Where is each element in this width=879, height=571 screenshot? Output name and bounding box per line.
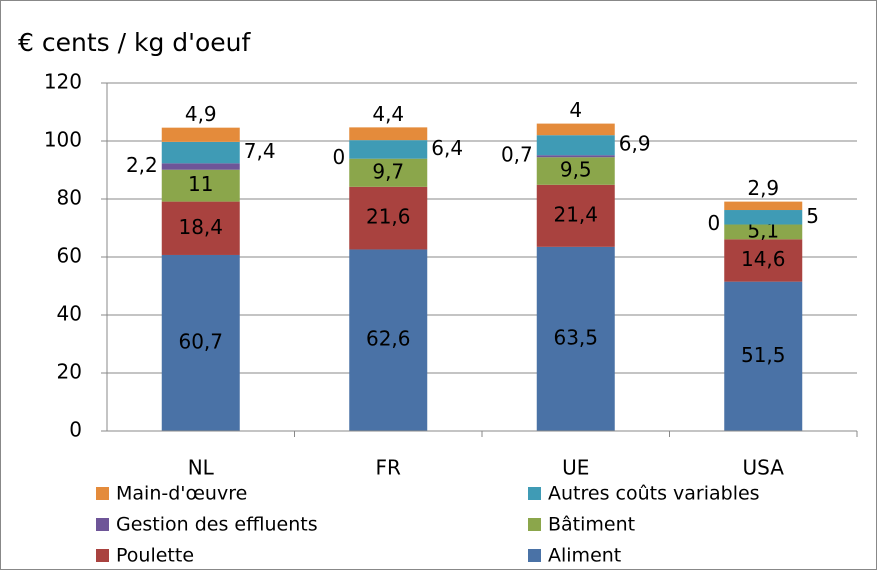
bar-segment bbox=[724, 281, 803, 431]
bar-segment bbox=[536, 157, 615, 185]
data-label: 14,6 bbox=[741, 247, 786, 271]
legend-label: Aliment bbox=[548, 545, 621, 567]
data-label: 0 bbox=[333, 145, 346, 169]
y-tick-label: 80 bbox=[57, 186, 82, 210]
x-tick-label: USA bbox=[743, 456, 785, 480]
data-label: 21,6 bbox=[366, 205, 411, 229]
chart-title: € cents / kg d'oeuf bbox=[18, 28, 252, 57]
data-label: 7,4 bbox=[244, 139, 276, 163]
legend-label: Poulette bbox=[116, 545, 194, 567]
legend-swatch bbox=[96, 518, 109, 531]
y-tick-label: 100 bbox=[44, 128, 82, 152]
y-tick-label: 20 bbox=[57, 360, 82, 384]
bar-segment bbox=[536, 155, 615, 158]
legend-swatch bbox=[528, 487, 541, 500]
legend-label: Autres coûts variables bbox=[548, 483, 760, 505]
bar-segment bbox=[536, 135, 615, 156]
bar-segment bbox=[536, 123, 615, 136]
bar-segment bbox=[161, 127, 240, 142]
y-tick-label: 120 bbox=[44, 70, 82, 94]
legend-label: Bâtiment bbox=[548, 514, 635, 536]
bar-segment bbox=[161, 169, 240, 202]
bar-segment bbox=[161, 254, 240, 431]
data-label: 4 bbox=[569, 98, 582, 122]
legend-swatch bbox=[528, 518, 541, 531]
data-label: 0 bbox=[708, 211, 721, 235]
data-label: 6,4 bbox=[431, 136, 463, 160]
x-tick-label: UE bbox=[562, 456, 589, 480]
data-label: 5 bbox=[806, 204, 819, 228]
data-label: 4,4 bbox=[372, 102, 404, 126]
y-tick-label: 0 bbox=[69, 418, 82, 442]
x-tick-label: FR bbox=[376, 456, 402, 480]
data-label: 6,9 bbox=[619, 132, 651, 156]
bar-segment bbox=[349, 249, 428, 431]
bar-segment bbox=[349, 140, 428, 159]
data-label: 4,9 bbox=[185, 102, 217, 126]
data-label: 60,7 bbox=[178, 329, 223, 353]
data-label: 63,5 bbox=[553, 325, 598, 349]
data-label: 2,9 bbox=[747, 176, 779, 200]
legend-label: Gestion des effluents bbox=[116, 514, 318, 536]
data-label: 11 bbox=[188, 172, 213, 196]
bar-segment bbox=[161, 141, 240, 164]
data-label: 51,5 bbox=[741, 343, 786, 367]
legend-swatch bbox=[96, 549, 109, 562]
y-tick-label: 60 bbox=[57, 244, 82, 268]
bar-segment bbox=[161, 163, 240, 170]
bar-segment bbox=[349, 186, 428, 250]
bar-segment bbox=[724, 224, 803, 240]
legend-label: Main-d'œuvre bbox=[116, 483, 247, 505]
bar-segment bbox=[349, 127, 428, 141]
bar-segment bbox=[536, 184, 615, 247]
bar-segment bbox=[536, 246, 615, 431]
bar-segment bbox=[724, 210, 803, 225]
bar-segment bbox=[724, 239, 803, 282]
data-label: 9,7 bbox=[372, 159, 404, 183]
x-tick-label: NL bbox=[188, 456, 215, 480]
legend-swatch bbox=[528, 549, 541, 562]
bar-segment bbox=[161, 201, 240, 255]
data-label: 18,4 bbox=[178, 215, 223, 239]
bar-segment bbox=[349, 158, 428, 187]
bar-segment bbox=[724, 201, 803, 211]
data-label: 0,7 bbox=[501, 143, 533, 167]
data-label: 2,2 bbox=[126, 153, 158, 177]
legend-swatch bbox=[96, 487, 109, 500]
y-tick-label: 40 bbox=[57, 302, 82, 326]
data-label: 62,6 bbox=[366, 327, 411, 351]
data-label: 9,5 bbox=[560, 158, 592, 182]
data-label: 21,4 bbox=[553, 202, 598, 226]
